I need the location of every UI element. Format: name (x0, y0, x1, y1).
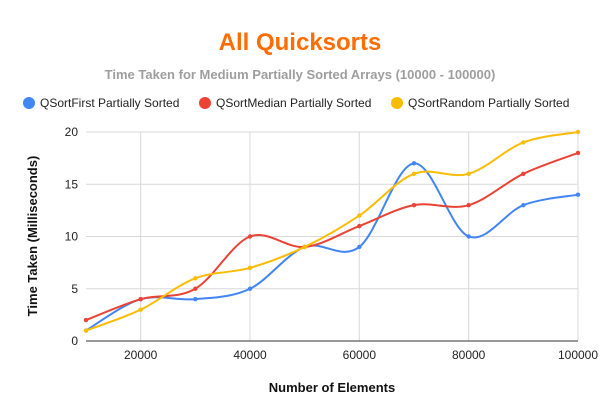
legend: QSortFirst Partially Sorted QSortMedian P… (23, 96, 569, 110)
y-tick-label: 0 (71, 334, 78, 348)
series-3 (83, 129, 581, 333)
data-point (193, 297, 198, 302)
x-tick-label: 40000 (233, 348, 267, 362)
data-point (521, 171, 526, 176)
data-point (83, 317, 89, 323)
data-point (247, 234, 253, 239)
gridlines (86, 131, 579, 341)
x-tick-label: 100000 (558, 348, 598, 362)
legend-label: QSortFirst Partially Sorted (40, 96, 179, 110)
data-point (521, 140, 526, 145)
data-point (138, 307, 143, 312)
legend-item: QSortFirst Partially Sorted (23, 96, 179, 110)
series-line (85, 162, 579, 332)
data-point (411, 171, 417, 176)
legend-label: QSortRandom Partially Sorted (408, 96, 569, 110)
y-tick-label: 20 (65, 125, 79, 139)
legend-marker (391, 97, 403, 109)
legend-marker (199, 97, 211, 109)
x-tick-label: 60000 (343, 348, 377, 362)
data-point (357, 244, 362, 250)
x-tick-label: 20000 (124, 348, 158, 362)
data-point (302, 244, 307, 250)
y-tick-label: 5 (71, 282, 78, 296)
data-point (575, 192, 581, 197)
x-axis-title: Number of Elements (269, 380, 395, 395)
y-tick-label: 10 (65, 230, 79, 244)
legend-marker (23, 97, 35, 109)
legend-item: QSortRandom Partially Sorted (391, 96, 569, 110)
data-point (138, 297, 143, 302)
data-point (466, 234, 471, 239)
data-point (466, 171, 471, 176)
data-point (247, 286, 253, 291)
chart-subtitle: Time Taken for Medium Partially Sorted A… (105, 67, 496, 82)
data-point (83, 328, 89, 333)
series-line (85, 131, 579, 332)
legend-item: QSortMedian Partially Sorted (199, 96, 371, 110)
x-tick-label: 80000 (452, 348, 486, 362)
data-point (193, 276, 198, 281)
x-axis-ticks: 20000 40000 60000 80000 100000 (124, 348, 598, 362)
data-point (193, 286, 198, 291)
series-line (85, 151, 579, 322)
series-1 (83, 161, 581, 333)
data-point (521, 202, 526, 208)
data-point (357, 213, 362, 218)
y-tick-label: 15 (65, 177, 79, 191)
data-point (247, 265, 253, 271)
data-point (411, 161, 417, 166)
chart-title: All Quicksorts (219, 29, 382, 56)
y-axis-title: Time Taken (Milliseconds) (25, 156, 40, 317)
data-point (357, 223, 362, 229)
data-point (466, 202, 471, 208)
data-point (575, 150, 581, 156)
y-axis-ticks: 0 5 10 15 20 (65, 125, 79, 348)
data-point (411, 202, 417, 208)
data-point (575, 129, 581, 135)
series-lines (83, 129, 581, 333)
legend-label: QSortMedian Partially Sorted (216, 96, 371, 110)
